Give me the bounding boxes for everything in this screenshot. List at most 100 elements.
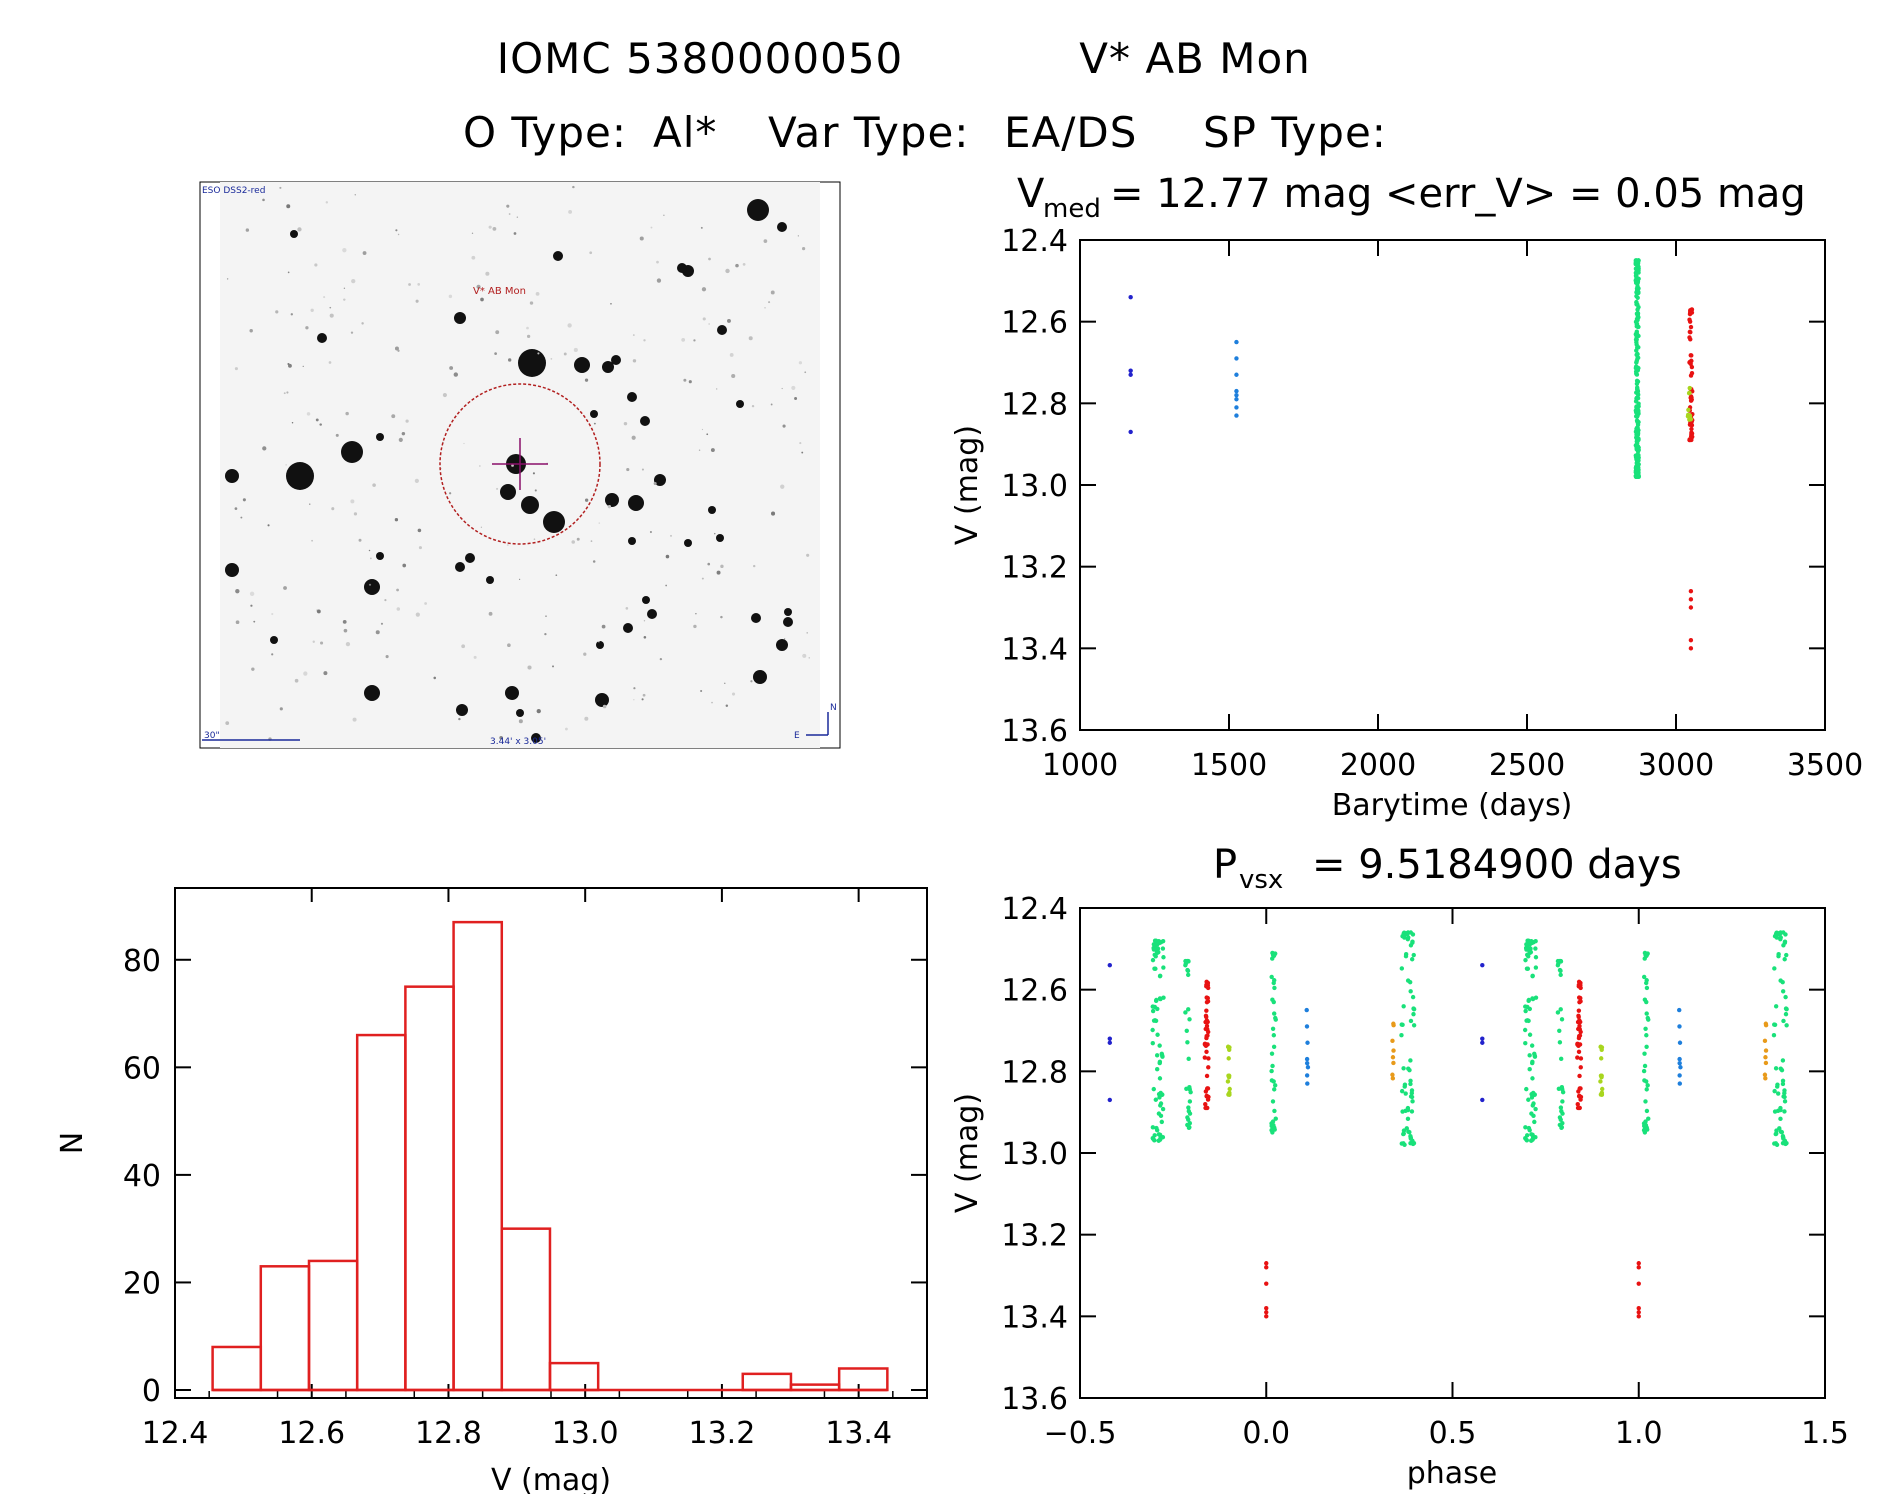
lc-point [1234, 339, 1239, 345]
vartype-label: Var Type: [768, 108, 969, 157]
finder-faint-star [319, 423, 322, 426]
ph-point [1264, 1261, 1269, 1266]
finder-faint-star [633, 699, 635, 701]
finder-faint-star [590, 540, 593, 542]
finder-faint-star [763, 239, 768, 243]
ph-point [1646, 1116, 1651, 1121]
ph-point [1304, 1056, 1310, 1062]
ph-point [1400, 1022, 1405, 1027]
finder-faint-star [385, 655, 389, 659]
ph-point [1642, 1078, 1647, 1083]
finder-faint-star [643, 636, 647, 639]
finder-fov-label: 3.44' x 3.05' [490, 737, 546, 747]
ph-point [1411, 1023, 1417, 1028]
finder-faint-star [656, 260, 659, 264]
y-tick-label: 13.2 [1001, 1219, 1068, 1254]
ph-point [1784, 1023, 1789, 1028]
finder-faint-star [240, 516, 243, 519]
finder-faint-star [653, 481, 657, 486]
hist-bar [259, 1265, 311, 1392]
ph-point [1526, 997, 1531, 1003]
ph-point [1763, 1021, 1769, 1026]
finder-faint-star [315, 418, 319, 422]
lc-point [1234, 397, 1239, 402]
ph-point [1677, 1073, 1682, 1078]
finder-faint-star [453, 372, 459, 377]
lc-point [1635, 312, 1640, 317]
y-tick-label: 12.8 [1001, 1055, 1068, 1090]
lc-axes: 1000 1500 2000 2500 3000 3500 12.4 12.6 12.8 13.0… [1001, 224, 1863, 783]
finder-survey-label: ESO DSS2-red [202, 186, 265, 196]
ph-point [1773, 1131, 1778, 1137]
ph-point [1408, 1136, 1413, 1141]
ph-point [1644, 980, 1649, 986]
finder-faint-star [380, 622, 384, 625]
finder-star [684, 539, 692, 547]
hist-ylabel: N [55, 1132, 90, 1154]
lc-point [1636, 324, 1641, 330]
finder-faint-star [631, 435, 636, 440]
ph-point [1599, 1047, 1604, 1052]
ph-point [1645, 1083, 1650, 1088]
ph-point [1778, 1107, 1783, 1113]
ph-point [1781, 1018, 1786, 1024]
hist-bar [211, 1345, 263, 1392]
ph-point [1272, 985, 1277, 991]
finder-faint-star [397, 233, 400, 236]
ph-point [1677, 1060, 1682, 1066]
finder-faint-star [544, 632, 547, 636]
ph-point [1226, 1075, 1232, 1080]
finder-faint-star [633, 687, 636, 690]
ph-point [1161, 965, 1166, 970]
lc-point [1634, 259, 1639, 264]
ph-point [1560, 1121, 1565, 1126]
y-tick-label: 13.6 [1001, 714, 1068, 749]
finder-star [623, 623, 633, 633]
finder-faint-star [550, 357, 553, 360]
ph-point [1153, 1097, 1159, 1102]
ph-point [1399, 1033, 1404, 1038]
finder-star [516, 709, 524, 717]
finder-faint-star [251, 667, 255, 671]
ph-point [1557, 1040, 1563, 1045]
finder-faint-star [496, 487, 499, 490]
ph-point [1559, 1017, 1565, 1022]
finder-faint-star [513, 232, 517, 235]
finder-star [225, 563, 239, 577]
finder-faint-star [584, 378, 589, 382]
finder-faint-star [632, 359, 637, 363]
ph-point [1185, 1115, 1190, 1120]
finder-star [602, 361, 614, 373]
finder-star [518, 349, 546, 377]
ph-point [1778, 978, 1783, 983]
lc-point [1634, 352, 1640, 358]
ph-point [1781, 943, 1786, 948]
ph-point [1187, 1017, 1192, 1022]
finder-faint-star [253, 620, 256, 623]
ph-point [1784, 952, 1789, 958]
hist-bar [355, 1033, 407, 1392]
lc-point [1128, 372, 1133, 377]
ph-point [1763, 1055, 1768, 1060]
ph-point [1183, 958, 1188, 964]
lc-point [1634, 372, 1640, 377]
ph-point [1578, 995, 1583, 1001]
ph-point [1555, 958, 1561, 964]
ph-point [1778, 1066, 1783, 1071]
finder-faint-star [297, 227, 302, 232]
hist-bar [741, 1372, 793, 1392]
ph-point [1772, 966, 1777, 971]
ph-point [1782, 1109, 1787, 1114]
ph-point [1408, 1081, 1413, 1087]
ph-point [1773, 1004, 1779, 1009]
ph-point [1782, 1094, 1787, 1100]
finder-faint-star [533, 538, 536, 540]
ph-point [1677, 1081, 1683, 1086]
ph-point [1529, 1095, 1535, 1100]
ph-point [1391, 1021, 1396, 1026]
finder-faint-star [607, 505, 612, 509]
finder-faint-star [331, 507, 335, 511]
ph-point [1226, 1091, 1232, 1096]
ph-axes-frame [1079, 907, 1826, 1399]
finder-star [640, 416, 650, 426]
